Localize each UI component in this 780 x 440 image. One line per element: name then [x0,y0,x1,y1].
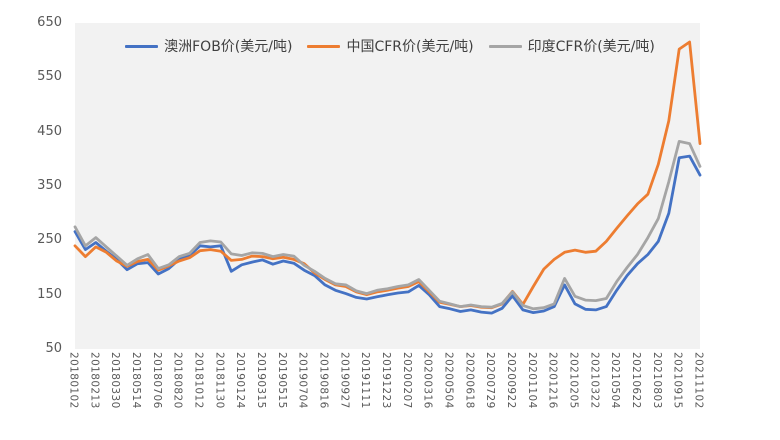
y-tick-label: 650 [37,15,62,30]
x-tick-label: 20201216 [546,352,559,409]
x-tick-label: 20180514 [130,352,142,409]
x-tick-label: 20210322 [588,352,601,409]
x-tick-label: 20180213 [88,352,101,409]
x-tick-label: 20190315 [255,352,267,409]
x-tick-label: 20200618 [463,352,476,409]
series-line-0 [73,154,702,315]
x-tick-label: 20210915 [671,352,684,409]
y-tick-label: 550 [37,69,62,85]
x-tick-label: 20190515 [275,352,288,409]
y-tick-label: 450 [37,123,62,139]
x-tick-label: 20200504 [442,352,455,409]
x-tick-label: 20181130 [213,352,226,409]
legend: 澳洲FOB价(美元/吨) 中国CFR价(美元/吨) 印度CFR价(美元/吨) [60,35,720,57]
x-tick-label: 20200729 [484,352,497,409]
series-line-2 [73,139,702,311]
x-tick-label: 20190927 [338,352,351,409]
x-tick-label: 20190816 [317,352,330,409]
x-tick-label: 20191223 [380,352,392,409]
x-tick-label: 20200922 [505,352,517,409]
legend-item-0: 澳洲FOB价(美元/吨) [125,36,292,56]
legend-swatch [307,44,341,48]
x-tick-label: 20201104 [525,352,538,409]
legend-item-2: 印度CFR价(美元/吨) [488,36,655,56]
legend-swatch [488,44,522,48]
x-tick-label: 20180102 [67,352,80,409]
x-tick-label: 20190124 [234,352,247,409]
series-line-1 [73,40,702,310]
x-tick-label: 20180706 [150,352,163,409]
x-tick-label: 20210504 [609,352,622,409]
y-tick-label: 350 [37,178,62,193]
x-tick-label: 20180820 [171,352,184,409]
x-tick-label: 20211102 [692,352,705,409]
legend-label: 印度CFR价(美元/吨) [527,39,655,55]
y-tick-label: 50 [45,341,62,356]
x-tick-label: 20200207 [400,352,413,409]
legend-label: 中国CFR价(美元/吨) [346,39,474,55]
legend-label: 澳洲FOB价(美元/吨) [164,39,293,55]
y-tick-label: 250 [37,232,62,248]
x-tick-label: 20210803 [650,352,663,409]
x-tick-label: 20180330 [109,352,122,409]
x-tick-label: 20210622 [630,352,642,409]
x-tick-label: 20200316 [421,352,434,409]
y-tick-label: 150 [37,286,62,302]
x-tick-label: 20190704 [296,352,309,409]
legend-item-1: 中国CFR价(美元/吨) [307,36,474,56]
plot-background [75,23,700,349]
legend-swatch [125,44,159,48]
x-tick-label: 20191111 [359,352,372,409]
x-tick-label: 20181012 [192,352,205,409]
x-tick-label: 20210205 [567,352,580,409]
